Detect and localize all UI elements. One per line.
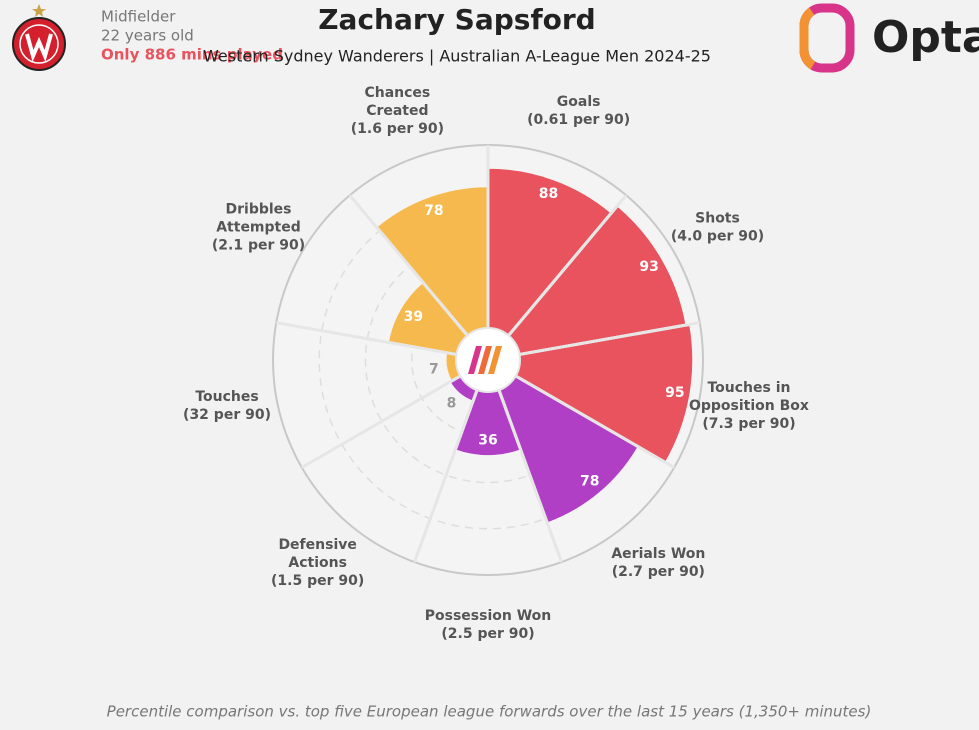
brand-logo: Opta xyxy=(799,3,979,73)
per-90-label: (0.61 per 90) xyxy=(527,112,630,128)
per-90-label: (4.0 per 90) xyxy=(671,229,764,245)
per-90-label: (1.5 per 90) xyxy=(271,573,364,589)
slice-divider xyxy=(517,321,700,357)
category-label: Defensive Actions xyxy=(278,537,356,571)
slice-divider xyxy=(413,387,480,563)
plot: 88 Goals (0.61 per 90) 93 Shots (4.0 per 90) 9… xyxy=(183,85,809,642)
slice-divider xyxy=(348,194,470,338)
per-90-label: (1.6 per 90) xyxy=(351,121,444,137)
value-label: 7 xyxy=(429,362,439,378)
per-90-label: (2.5 per 90) xyxy=(441,626,534,642)
value-label: 78 xyxy=(580,473,599,489)
minutes-note: Only 886 mins played xyxy=(101,46,283,64)
slice-divider xyxy=(506,194,628,338)
slice-divider xyxy=(513,373,675,469)
category-label: Possession Won xyxy=(425,608,552,624)
category-label: Goals xyxy=(557,94,601,110)
value-label: 88 xyxy=(539,186,558,202)
caption: Percentile comparison vs. top five Europ… xyxy=(107,703,872,721)
value-label: 36 xyxy=(478,433,497,449)
chart-subtitle: Western Sydney Wanderers | Australian A-… xyxy=(203,47,711,66)
category-label: Touches in Opposition Box xyxy=(689,380,809,414)
value-label: 39 xyxy=(404,309,423,325)
slice-divider xyxy=(301,373,463,469)
center-logo-stripe xyxy=(478,346,492,374)
per-90-label: (2.1 per 90) xyxy=(212,238,305,254)
value-label: 95 xyxy=(665,385,684,401)
per-90-label: (32 per 90) xyxy=(183,407,271,423)
value-label: 78 xyxy=(424,203,443,219)
category-label: Shots xyxy=(695,211,740,227)
slice-divider xyxy=(276,321,459,357)
category-label: Dribbles Attempted xyxy=(216,202,301,236)
player-position: Midfielder xyxy=(101,8,176,26)
slice-divider xyxy=(496,387,563,563)
club-crest xyxy=(12,4,66,71)
category-label: Touches xyxy=(195,389,258,405)
category-label: Chances Created xyxy=(364,85,430,119)
chart-title: Zachary Sapsford xyxy=(318,3,595,36)
center-logo-stripe xyxy=(468,346,482,374)
value-label: 8 xyxy=(447,396,457,412)
value-label: 93 xyxy=(639,259,658,275)
category-label: Aerials Won xyxy=(611,546,705,562)
per-90-label: (7.3 per 90) xyxy=(702,416,795,432)
center-logo-stripe xyxy=(488,346,502,374)
per-90-label: (2.7 per 90) xyxy=(612,564,705,580)
player-age: 22 years old xyxy=(101,27,194,45)
brand-name: Opta xyxy=(872,12,979,63)
